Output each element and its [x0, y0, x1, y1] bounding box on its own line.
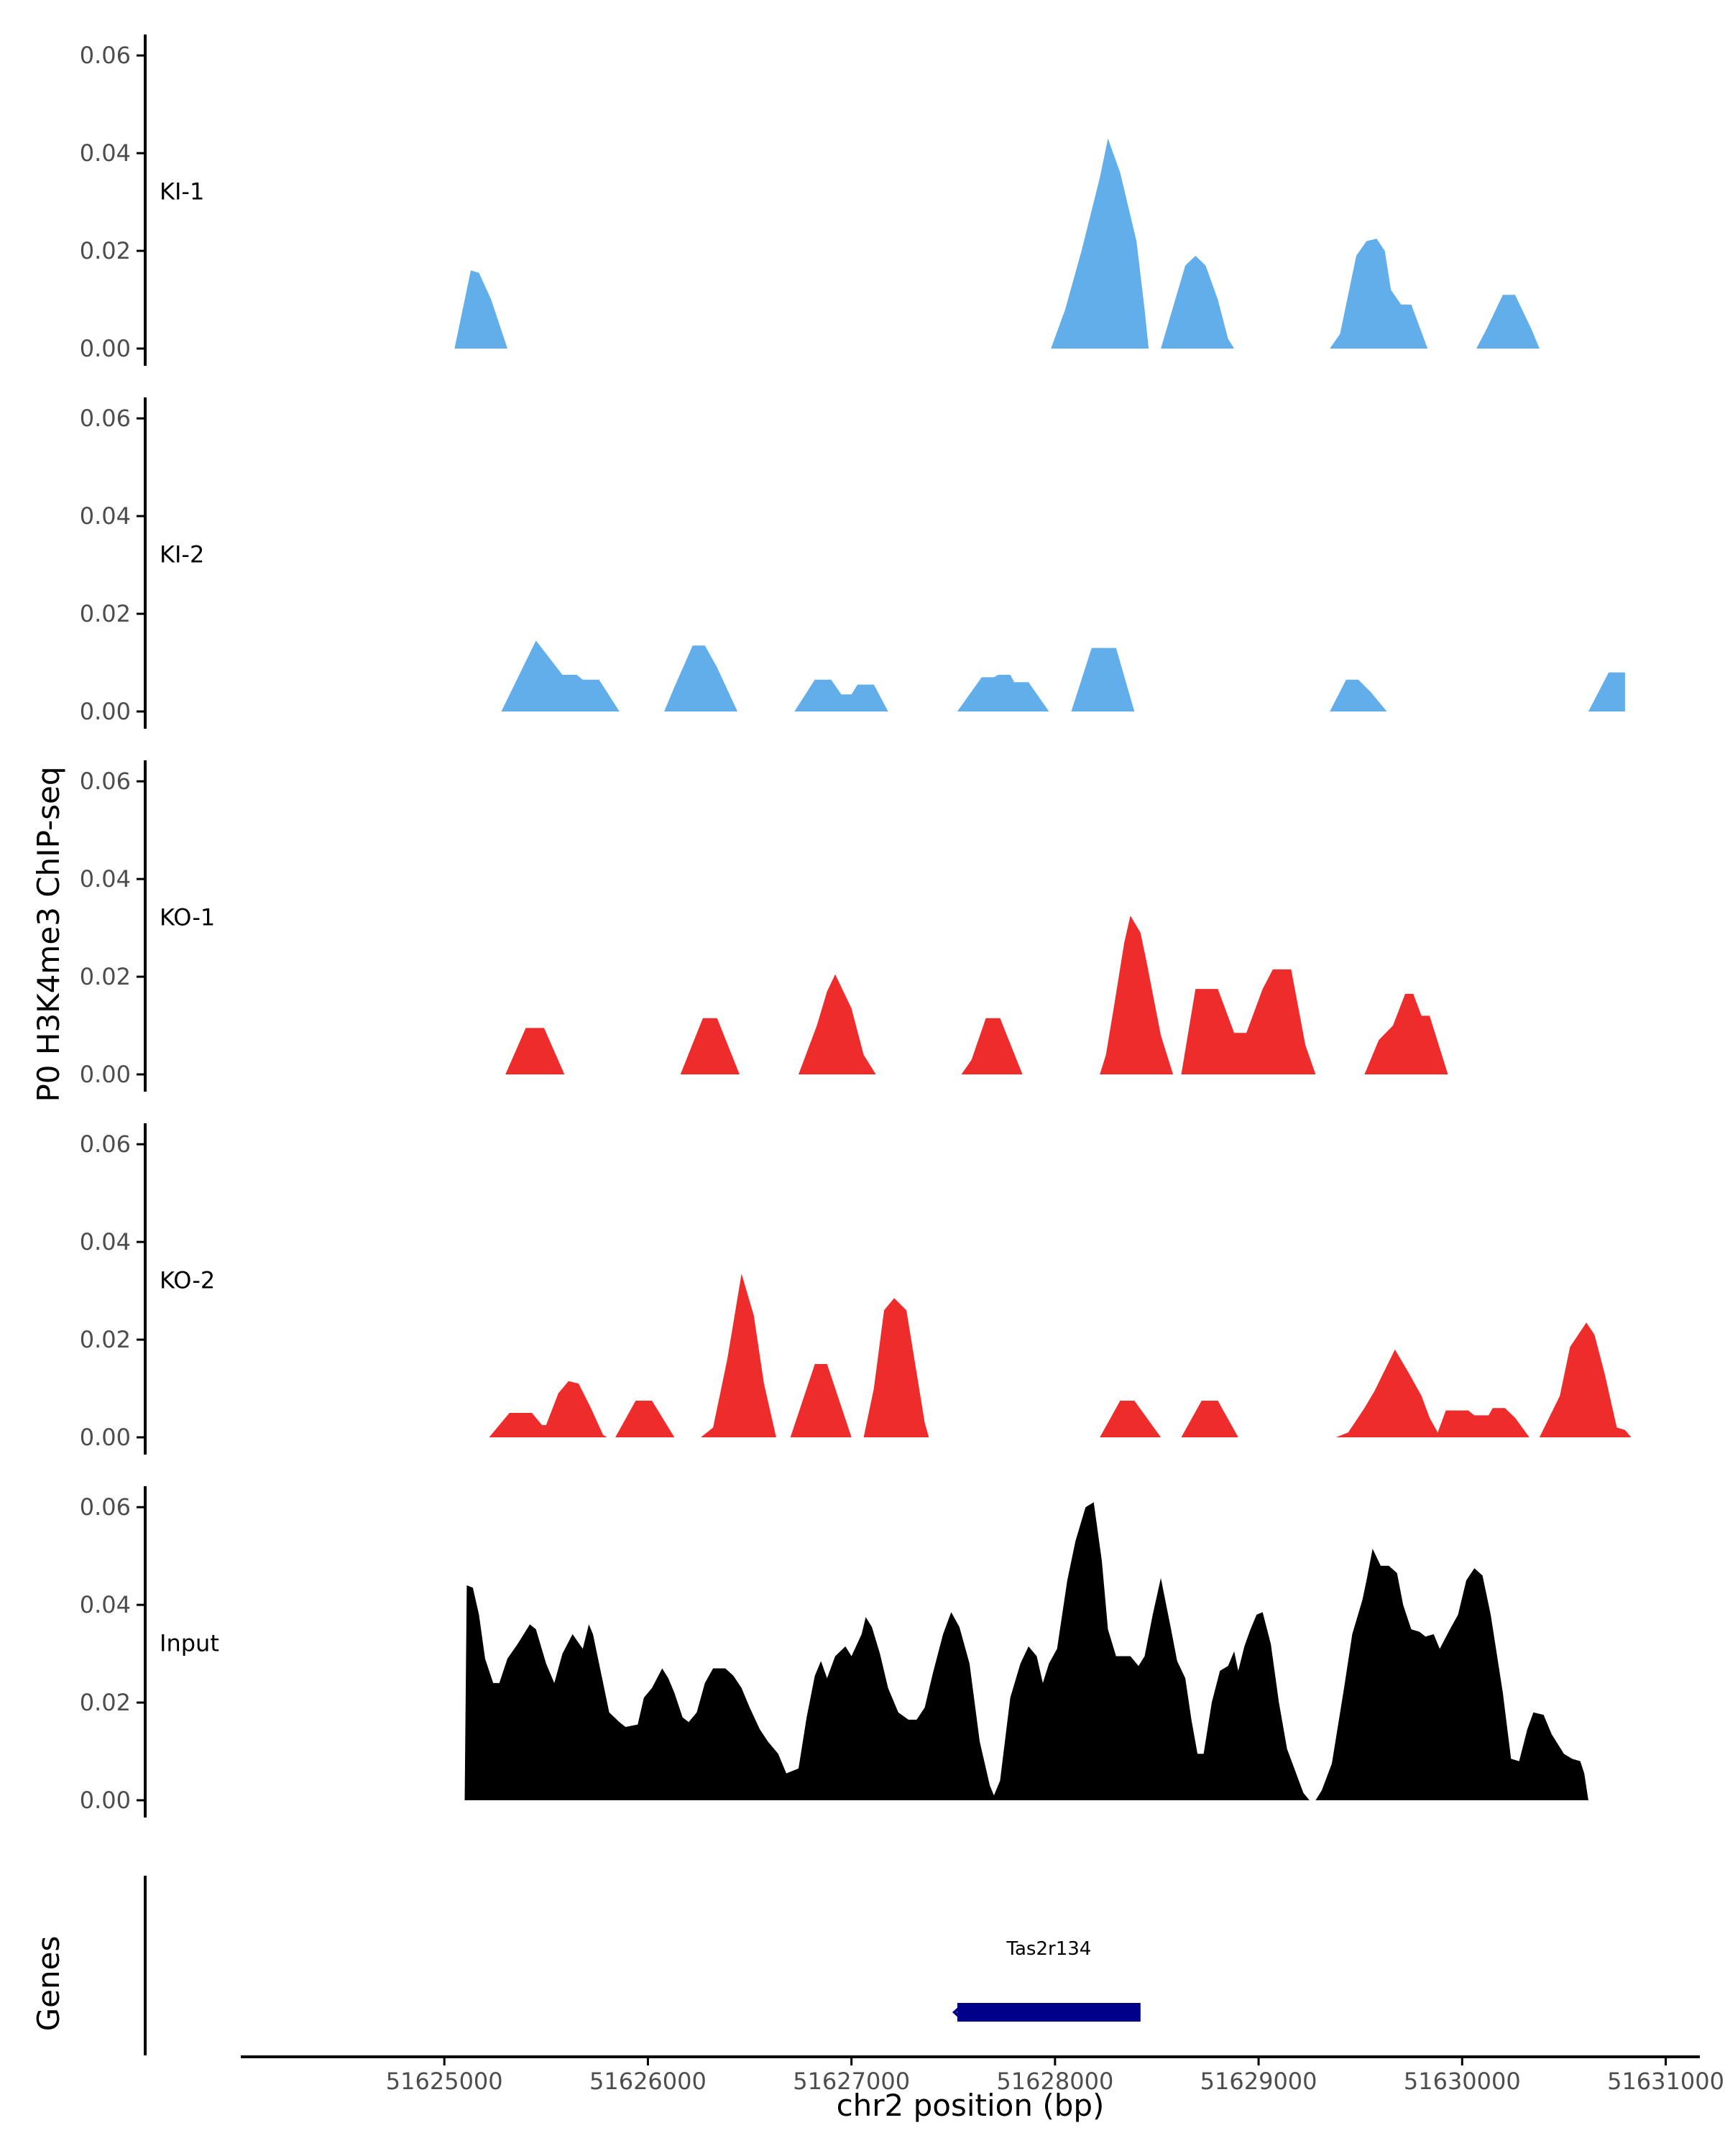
x-tick-label-5: 51630000: [1404, 2068, 1521, 2095]
y-tick-label-ko-1-2: 0.04: [80, 865, 131, 893]
coverage-ki-2-6: [1588, 672, 1625, 711]
y-tick-label-input-0: 0.00: [80, 1787, 131, 1814]
coverage-ki-2-4: [1071, 648, 1135, 711]
gene-track: Tas2r134: [144, 1876, 1141, 2055]
y-tick-label-ki-2-2: 0.04: [80, 502, 131, 530]
coverage-ki-1-0: [454, 270, 507, 349]
y-tick-label-input-1: 0.02: [80, 1689, 131, 1716]
gene-strand-arrow-tas2r134: [952, 2004, 963, 2020]
y-axis-title: P0 H3K4me3 ChIP-seq: [31, 766, 66, 1102]
gene-body-tas2r134: [957, 2003, 1141, 2022]
coverage-ko-1-1: [680, 1018, 740, 1074]
y-tick-label-input-2: 0.04: [80, 1591, 131, 1618]
coverage-ki-2-0: [501, 640, 620, 711]
track-label-ko-2: KO-2: [160, 1267, 215, 1294]
coverage-ko-2-8: [1539, 1322, 1632, 1437]
coverage-ko-2-5: [1100, 1401, 1162, 1437]
y-tick-label-ko-2-2: 0.04: [80, 1228, 131, 1256]
track-label-ko-1: KO-1: [160, 904, 215, 931]
track-label-input: Input: [160, 1630, 219, 1657]
genes-track-title: Genes: [31, 1936, 66, 2032]
x-tick-label-0: 51625000: [386, 2068, 503, 2095]
y-tick-label-ko-1-0: 0.00: [80, 1061, 131, 1088]
coverage-ko-1-4: [1100, 916, 1174, 1074]
coverage-ki-2-2: [794, 679, 888, 711]
coverage-ko-1-6: [1364, 993, 1448, 1074]
y-tick-label-ki-2-3: 0.06: [80, 405, 131, 432]
coverage-ki-2-5: [1330, 679, 1387, 711]
coverage-ko-2-1: [615, 1401, 675, 1437]
y-tick-label-ki-1-2: 0.04: [80, 139, 131, 167]
track-label-ki-1: KI-1: [160, 178, 204, 206]
coverage-ko-1-5: [1181, 969, 1316, 1074]
coverage-input-0: [464, 1502, 1312, 1800]
coverage-ko-2-3: [790, 1364, 852, 1437]
y-tick-label-ki-1-0: 0.00: [80, 335, 131, 362]
coverage-ki-2-1: [664, 645, 737, 711]
y-tick-label-ko-2-0: 0.00: [80, 1424, 131, 1451]
coverage-tracks: 0.00 0.02 0.04 0.06 KI-1 0.00 0.02 0.04 0.06 KI-2…: [80, 34, 1632, 1818]
coverage-ki-1-1: [1051, 138, 1149, 349]
track-ko-2: 0.00 0.02 0.04 0.06 KO-2: [80, 1123, 1632, 1455]
y-tick-label-ko-1-3: 0.06: [80, 768, 131, 795]
x-tick-label-6: 51631000: [1607, 2068, 1724, 2095]
coverage-ki-1-4: [1476, 295, 1540, 349]
track-ko-1: 0.00 0.02 0.04 0.06 KO-1: [80, 760, 1448, 1092]
y-tick-label-input-3: 0.06: [80, 1493, 131, 1521]
gene-label-tas2r134: Tas2r134: [1006, 1938, 1091, 1960]
coverage-ko-1-3: [961, 1018, 1023, 1074]
y-tick-label-ki-1-3: 0.06: [80, 42, 131, 69]
coverage-input-1: [1315, 1549, 1588, 1800]
track-label-ki-2: KI-2: [160, 541, 204, 568]
y-tick-label-ko-2-3: 0.06: [80, 1130, 131, 1158]
coverage-ko-2-2: [701, 1273, 776, 1437]
y-tick-label-ko-1-1: 0.02: [80, 963, 131, 990]
coverage-ko-2-4: [863, 1298, 929, 1437]
y-tick-label-ki-1-1: 0.02: [80, 237, 131, 264]
track-ki-2: 0.00 0.02 0.04 0.06 KI-2: [80, 397, 1625, 729]
x-axis: 51625000 51626000 51627000 51628000 51629000…: [241, 2055, 1724, 2095]
x-tick-label-3: 51628000: [996, 2068, 1113, 2095]
coverage-ki-1-3: [1330, 239, 1428, 349]
track-ki-1: 0.00 0.02 0.04 0.06 KI-1: [80, 34, 1540, 366]
coverage-ki-1-2: [1161, 255, 1235, 349]
coverage-ko-2-7: [1335, 1349, 1530, 1437]
y-tick-label-ki-2-0: 0.00: [80, 698, 131, 725]
coverage-ko-2-6: [1181, 1401, 1238, 1437]
x-axis-title: chr2 position (bp): [837, 2088, 1105, 2123]
coverage-ko-2-0: [489, 1381, 607, 1437]
x-tick-label-2: 51627000: [793, 2068, 910, 2095]
y-tick-label-ki-2-1: 0.02: [80, 600, 131, 627]
coverage-ko-1-2: [799, 974, 876, 1074]
track-input: 0.00 0.02 0.04 0.06 Input: [80, 1486, 1588, 1818]
x-tick-label-1: 51626000: [589, 2068, 707, 2095]
coverage-ko-1-0: [505, 1028, 565, 1074]
x-tick-label-4: 51629000: [1200, 2068, 1317, 2095]
y-tick-label-ko-2-1: 0.02: [80, 1326, 131, 1353]
coverage-ki-2-3: [957, 675, 1049, 711]
